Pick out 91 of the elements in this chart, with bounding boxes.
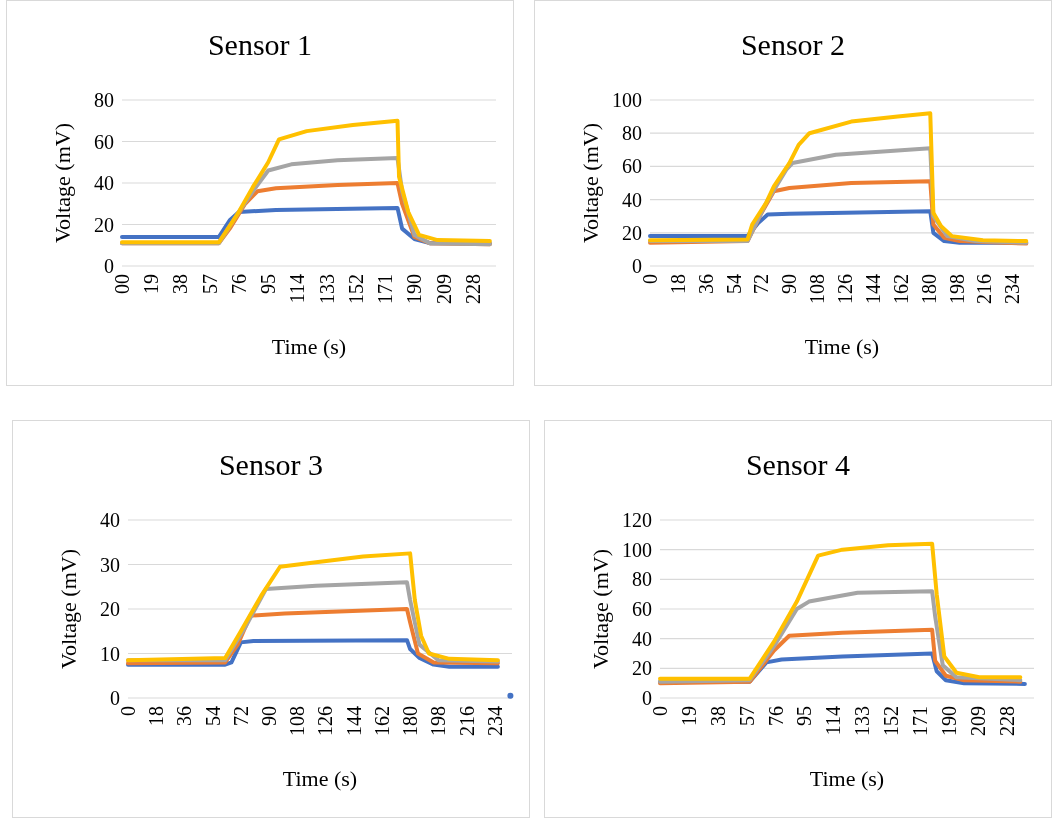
x-tick-label: 133 <box>315 274 338 304</box>
y-tick-label: 20 <box>100 598 120 620</box>
x-axis-title: Time (s) <box>809 766 885 791</box>
x-tick-label: 180 <box>917 274 940 304</box>
y-tick-label: 60 <box>622 155 642 178</box>
line-series <box>120 118 492 245</box>
y-tick-label: 20 <box>622 221 642 244</box>
chart-title: Sensor 2 <box>740 28 846 61</box>
x-tick-label: 54 <box>201 706 224 726</box>
x-tick-label: 0 <box>117 706 139 716</box>
x-tick-label: 171 <box>374 274 397 304</box>
x-tick-label: 57 <box>198 274 221 294</box>
x-tick-label: 171 <box>908 706 931 736</box>
x-tick-label: 228 <box>995 706 1018 736</box>
y-tick-label: 100 <box>622 538 652 561</box>
x-tick-label: 36 <box>173 706 196 726</box>
x-axis-title: Time (s) <box>804 334 880 359</box>
x-tick-label: 19 <box>140 274 163 294</box>
x-tick-label: 152 <box>880 706 903 736</box>
y-axis-title: Voltage (mV) <box>578 123 603 243</box>
x-tick-label: 95 <box>793 706 816 726</box>
y-tick-label: 60 <box>632 598 652 620</box>
x-tick-label: 18 <box>145 706 168 726</box>
x-tick-label: 133 <box>851 706 874 736</box>
x-axis-title: Time (s) <box>282 766 358 791</box>
y-axis-title: Voltage (mV) <box>56 549 81 669</box>
x-tick-label: 114 <box>286 274 309 304</box>
chart-title: Sensor 3 <box>218 448 324 481</box>
x-tick-label: 126 <box>314 706 337 736</box>
x-tick-label: 144 <box>342 706 365 736</box>
x-tick-label: 190 <box>937 706 960 736</box>
y-tick-label: 0 <box>104 255 114 277</box>
y-tick-label: 40 <box>94 172 114 194</box>
x-tick-label: 18 <box>666 274 689 294</box>
x-tick-label: 144 <box>861 274 884 304</box>
x-tick-label: 228 <box>461 274 484 304</box>
y-axis-title: Voltage (mV) <box>588 549 613 669</box>
x-tick-label: 198 <box>945 274 968 304</box>
y-tick-label: 10 <box>100 642 120 665</box>
x-tick-label: 234 <box>483 706 506 736</box>
x-tick-label: 162 <box>889 274 912 304</box>
chart-title: Sensor 1 <box>207 28 313 61</box>
x-tick-label: 76 <box>227 274 250 294</box>
line-series <box>126 551 500 663</box>
x-tick-label: 57 <box>735 706 758 726</box>
x-tick-label: 00 <box>111 274 133 294</box>
x-tick-label: 209 <box>966 706 989 736</box>
x-tick-label: 126 <box>834 274 857 304</box>
y-tick-label: 80 <box>632 568 652 591</box>
x-tick-label: 162 <box>370 706 393 736</box>
line-series <box>658 541 1023 681</box>
y-axis-title: Voltage (mV) <box>50 123 75 243</box>
x-tick-label: 0 <box>639 274 661 284</box>
x-tick-label: 0 <box>649 706 671 716</box>
y-tick-label: 60 <box>94 130 114 153</box>
x-tick-label: 54 <box>722 274 745 294</box>
y-tick-label: 0 <box>632 255 642 277</box>
x-tick-label: 216 <box>973 274 996 304</box>
x-tick-label: 190 <box>403 274 426 304</box>
x-tick-label: 19 <box>677 706 700 726</box>
y-tick-label: 120 <box>622 509 652 531</box>
chart-title: Sensor 4 <box>745 448 851 481</box>
x-tick-label: 90 <box>258 706 281 726</box>
y-tick-label: 40 <box>632 627 652 650</box>
x-tick-label: 234 <box>1001 274 1024 304</box>
x-tick-label: 108 <box>806 274 829 304</box>
x-tick-label: 152 <box>344 274 367 304</box>
x-tick-label: 90 <box>778 274 801 294</box>
x-tick-label: 38 <box>706 706 729 726</box>
y-tick-label: 40 <box>100 509 120 531</box>
y-tick-label: 80 <box>94 89 114 111</box>
y-tick-label: 100 <box>612 89 642 111</box>
x-axis-title: Time (s) <box>271 334 347 359</box>
x-tick-label: 209 <box>432 274 455 304</box>
x-tick-label: 72 <box>750 274 773 294</box>
x-tick-label: 198 <box>427 706 450 736</box>
y-tick-label: 40 <box>622 188 642 211</box>
y-tick-label: 20 <box>632 657 652 680</box>
x-tick-label: 114 <box>822 706 845 736</box>
y-tick-label: 20 <box>94 213 114 236</box>
x-tick-label: 180 <box>399 706 422 736</box>
x-tick-label: 72 <box>229 706 252 726</box>
x-tick-label: 216 <box>455 706 478 736</box>
x-tick-label: 108 <box>286 706 309 736</box>
y-tick-label: 30 <box>100 553 120 576</box>
x-tick-label: 36 <box>694 274 717 294</box>
x-tick-label: 38 <box>169 274 192 294</box>
x-tick-label: 95 <box>257 274 280 294</box>
y-tick-label: 80 <box>622 122 642 145</box>
line-series <box>648 111 1029 244</box>
x-tick-label: 76 <box>764 706 787 726</box>
